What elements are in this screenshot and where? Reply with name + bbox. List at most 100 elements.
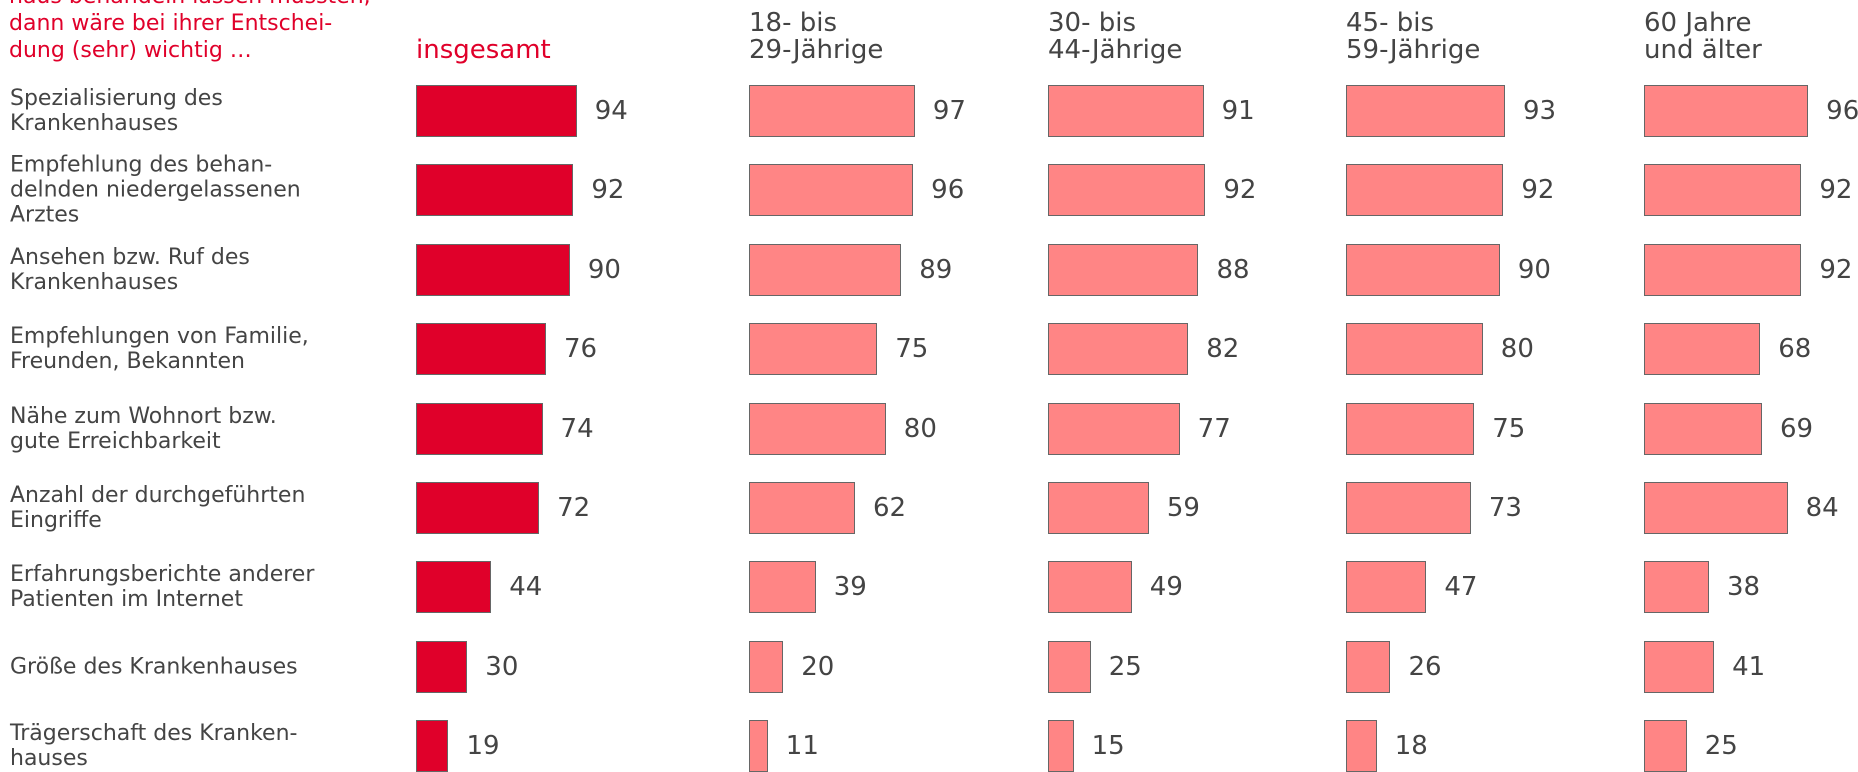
value-label: 75 [895, 334, 929, 365]
chart-title: haus behandeln lassen müssten, dann wäre… [9, 0, 371, 63]
bar [1644, 243, 1802, 296]
value-label: 62 [873, 493, 907, 523]
bar [749, 85, 915, 137]
bar [1644, 402, 1762, 455]
bar [1644, 640, 1715, 693]
category-label: Empfehlungen von Familie, Freunden, Beka… [10, 324, 309, 375]
bar [749, 640, 784, 693]
series-header: 18- bis 29-Jährige [749, 8, 884, 65]
bar [1048, 720, 1074, 772]
value-label: 74 [560, 413, 594, 444]
bar [416, 402, 543, 455]
value-label: 39 [833, 572, 867, 603]
bar [1644, 720, 1687, 772]
value-label: 80 [903, 413, 937, 444]
bar [1644, 561, 1709, 614]
bar [1048, 640, 1091, 693]
bar [1048, 482, 1149, 534]
bar [416, 243, 570, 296]
bar [1048, 323, 1189, 376]
value-label: 92 [1223, 175, 1257, 206]
bar [749, 402, 886, 455]
bar [1346, 561, 1427, 614]
value-label: 41 [1732, 651, 1766, 682]
category-label: Empfehlung des behan- delnden niedergela… [10, 152, 301, 228]
bar [749, 323, 878, 376]
bar [1644, 482, 1788, 534]
value-label: 94 [594, 96, 628, 126]
bar [1346, 720, 1377, 772]
value-label: 44 [509, 572, 543, 603]
bar [1346, 323, 1483, 376]
category-label: Spezialisierung des Krankenhauses [10, 86, 223, 136]
value-label: 92 [1819, 175, 1853, 206]
value-label: 88 [1216, 254, 1250, 285]
value-label: 73 [1488, 493, 1522, 523]
value-label: 30 [485, 651, 519, 682]
value-label: 38 [1726, 572, 1761, 603]
bar [1048, 243, 1199, 296]
bar [416, 85, 577, 137]
bar [1644, 164, 1802, 217]
value-label: 76 [563, 334, 598, 365]
value-label: 91 [1221, 96, 1255, 126]
series-header: insgesamt [416, 35, 551, 65]
value-label: 11 [785, 731, 819, 762]
value-label: 90 [1517, 254, 1551, 285]
bar [749, 561, 816, 614]
bar [416, 561, 492, 614]
bar [416, 640, 468, 693]
bar [749, 482, 856, 534]
bar [1346, 402, 1475, 455]
value-label: 26 [1408, 651, 1442, 682]
bar [749, 243, 902, 296]
bar [416, 323, 546, 376]
value-label: 25 [1108, 651, 1142, 682]
value-label: 80 [1500, 334, 1534, 365]
value-label: 69 [1779, 413, 1814, 444]
bar [1048, 85, 1204, 137]
series-header: 45- bis 59-Jährige [1346, 8, 1481, 65]
value-label: 75 [1492, 413, 1526, 444]
value-label: 19 [466, 731, 500, 762]
value-label: 97 [932, 96, 966, 126]
bar [1346, 164, 1504, 217]
value-label: 25 [1704, 731, 1738, 762]
bar [1048, 402, 1180, 455]
category-label: Trägerschaft des Kranken- hauses [10, 721, 298, 772]
value-label: 90 [587, 254, 621, 285]
value-label: 84 [1805, 493, 1839, 523]
value-label: 89 [919, 254, 953, 285]
category-label: Nähe zum Wohnort bzw. gute Erreichbarkei… [10, 403, 277, 454]
value-label: 96 [1826, 96, 1858, 126]
bar [1346, 640, 1391, 693]
bar [749, 164, 914, 217]
bar [416, 482, 540, 534]
category-label: Erfahrungsberichte anderer Patienten im … [10, 562, 315, 613]
value-label: 18 [1394, 731, 1428, 762]
value-label: 92 [591, 175, 625, 206]
series-header: 60 Jahre und älter [1644, 8, 1762, 65]
value-label: 47 [1444, 572, 1478, 603]
category-label: Ansehen bzw. Ruf des Krankenhauses [10, 244, 250, 295]
category-label: Anzahl der durchgeführten Eingriffe [10, 483, 306, 533]
value-label: 92 [1819, 254, 1853, 285]
value-label: 72 [557, 493, 591, 523]
bar [749, 720, 768, 772]
value-label: 68 [1778, 334, 1812, 365]
bar [416, 164, 574, 217]
series-header: 30- bis 44-Jährige [1048, 8, 1183, 65]
bar [1346, 85, 1506, 137]
value-label: 20 [801, 651, 835, 682]
value-label: 92 [1521, 175, 1555, 206]
value-label: 82 [1206, 334, 1240, 365]
bar [1346, 243, 1500, 296]
category-label: Größe des Krankenhauses [10, 654, 298, 680]
value-label: 96 [931, 175, 965, 206]
value-label: 93 [1523, 96, 1557, 126]
bar [1644, 85, 1809, 137]
value-label: 59 [1166, 493, 1200, 523]
bar [1644, 323, 1761, 376]
bar [1048, 164, 1206, 217]
